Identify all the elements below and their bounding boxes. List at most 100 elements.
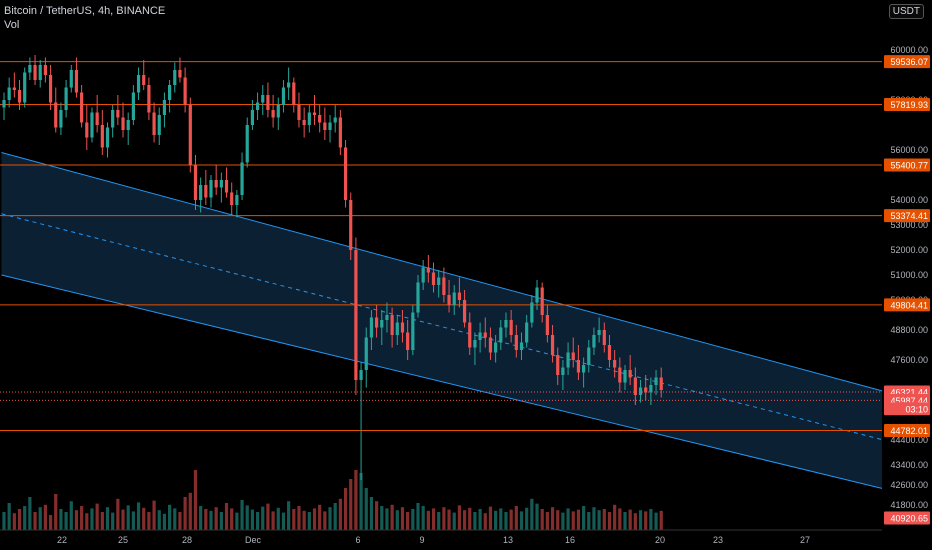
volume-bar xyxy=(494,510,498,530)
candle-body xyxy=(131,92,135,120)
candle-body xyxy=(618,367,622,383)
candle-body xyxy=(644,387,648,393)
volume-bar xyxy=(318,504,322,530)
candle-body xyxy=(111,110,115,128)
volume-bar xyxy=(69,501,73,530)
volume-bar xyxy=(649,509,653,530)
volume-bar xyxy=(261,506,265,530)
candle-body xyxy=(74,70,79,93)
volume-bar xyxy=(209,510,213,530)
volume-bars xyxy=(2,470,663,530)
time-tick-label: 9 xyxy=(419,535,424,545)
volume-bar xyxy=(369,497,374,530)
symbol-title[interactable]: Bitcoin / TetherUS, 4h, BINANCE xyxy=(4,5,166,17)
volume-bar xyxy=(571,511,575,530)
volume-bar xyxy=(406,512,410,530)
time-tick-label: 20 xyxy=(655,535,665,545)
volume-bar xyxy=(12,513,16,530)
volume-bar xyxy=(364,488,368,530)
candle-body xyxy=(12,87,16,90)
volume-indicator-label[interactable]: Vol xyxy=(4,19,20,31)
candle-body xyxy=(100,125,104,148)
time-axis[interactable]: 22 25 28 Dec 6 9 13 16 20 23 27 xyxy=(0,529,882,550)
price-tag-bg xyxy=(884,209,930,223)
price-tick-label: 60000.00 xyxy=(890,45,928,55)
volume-bar xyxy=(240,500,244,530)
volume-bar xyxy=(100,512,104,530)
volume-bar xyxy=(2,512,6,530)
candle-body xyxy=(499,327,503,343)
volume-bar xyxy=(411,509,415,530)
volume-bar xyxy=(7,503,11,530)
candle-body xyxy=(168,85,172,100)
candle-body xyxy=(23,72,27,103)
volume-bar xyxy=(349,479,353,530)
candle-body xyxy=(126,120,130,130)
regression-channel[interactable] xyxy=(1,152,884,490)
candle-body xyxy=(64,87,68,110)
volume-bar xyxy=(178,512,182,530)
candle-body xyxy=(230,192,234,205)
candle-body xyxy=(85,122,89,138)
volume-bar xyxy=(111,512,115,530)
price-tag-bg xyxy=(884,55,930,69)
candle-body xyxy=(452,292,456,305)
time-tick-label: 23 xyxy=(713,535,723,545)
volume-bar xyxy=(302,510,306,530)
candle-body xyxy=(307,112,311,125)
price-tag-bg xyxy=(884,98,930,112)
time-tick-label: 22 xyxy=(57,535,67,545)
candle-body xyxy=(338,117,342,148)
candle-body xyxy=(582,365,586,373)
candle-body xyxy=(178,70,182,78)
horizontal-levels[interactable] xyxy=(0,61,882,431)
time-tick-label: 27 xyxy=(800,535,810,545)
candle-body xyxy=(250,110,254,125)
candle-body xyxy=(406,332,410,350)
volume-bar xyxy=(395,510,399,530)
volume-bar xyxy=(287,501,291,530)
volume-bar xyxy=(457,505,461,530)
currency-button[interactable]: USDT xyxy=(888,4,924,19)
volume-bar xyxy=(219,512,223,530)
price-tag-label: 59536.07 xyxy=(890,57,928,67)
volume-bar xyxy=(95,503,99,530)
volume-bar xyxy=(147,512,151,530)
price-tag-bg xyxy=(884,511,930,525)
volume-bar xyxy=(483,513,487,530)
channel-mid-line xyxy=(1,213,884,441)
volume-bar xyxy=(17,509,22,530)
candle-body xyxy=(561,367,565,375)
candle-body xyxy=(654,377,658,385)
volume-bar xyxy=(462,510,467,530)
volume-bar xyxy=(80,506,84,530)
price-tick-label: 41800.00 xyxy=(890,500,928,510)
price-axis[interactable]: 60000.0058000.0056000.0054000.0053000.00… xyxy=(882,0,932,550)
volume-bar xyxy=(54,494,58,530)
volume-bar xyxy=(359,473,363,530)
candle-body xyxy=(287,82,291,88)
candle-body xyxy=(255,102,260,110)
volume-bar xyxy=(90,508,94,530)
candle-body xyxy=(390,315,394,335)
price-tick-label: 51000.00 xyxy=(890,270,928,280)
candle-body xyxy=(7,87,11,100)
volume-bar xyxy=(618,508,622,530)
candle-body xyxy=(623,370,627,383)
candle-body xyxy=(633,377,637,395)
candle-body xyxy=(354,250,358,380)
volume-bar xyxy=(426,510,430,530)
volume-bar xyxy=(255,512,260,530)
time-tick-label: 25 xyxy=(118,535,128,545)
candle-body xyxy=(318,115,322,123)
candle-body xyxy=(28,65,32,73)
candle-body xyxy=(540,287,544,315)
candle-body xyxy=(411,312,415,350)
price-tick-label: 56000.00 xyxy=(890,145,928,155)
volume-bar xyxy=(431,508,436,530)
candle-body xyxy=(266,95,270,110)
candle-body xyxy=(442,277,446,295)
volume-bar xyxy=(168,504,172,530)
price-tick-label: 54000.00 xyxy=(890,195,928,205)
